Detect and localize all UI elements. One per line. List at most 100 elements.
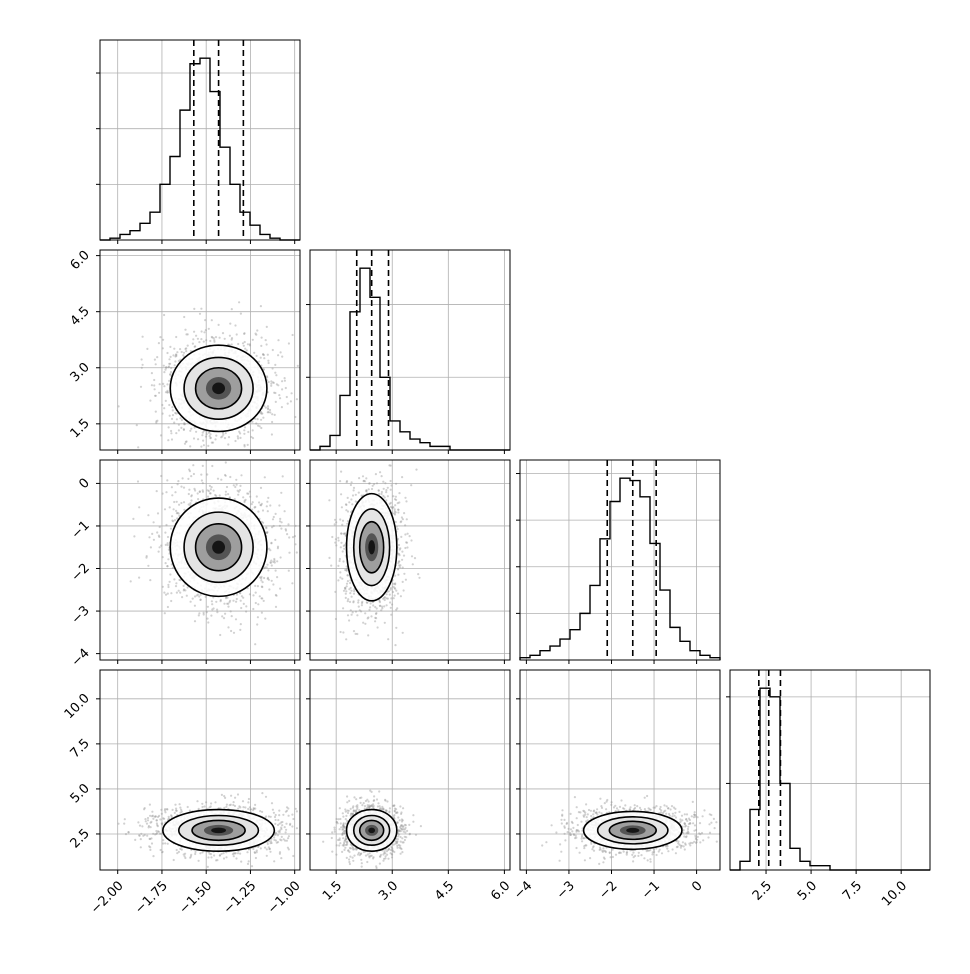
scatter-point — [176, 592, 178, 594]
scatter-point — [396, 526, 398, 528]
scatter-point — [168, 380, 170, 382]
scatter-point — [160, 475, 162, 477]
scatter-point — [215, 336, 217, 338]
scatter-point — [194, 620, 196, 622]
scatter-point — [381, 493, 383, 495]
scatter-point — [272, 349, 274, 351]
scatter-point — [241, 595, 243, 597]
scatter-point — [185, 441, 187, 443]
scatter-point — [347, 580, 349, 582]
scatter-point — [147, 514, 149, 516]
scatter-point — [395, 590, 397, 592]
scatter-point — [382, 481, 384, 483]
scatter-point — [342, 550, 344, 552]
scatter-point — [147, 565, 149, 567]
scatter-point — [229, 335, 231, 337]
scatter-point — [346, 583, 348, 585]
scatter-point — [190, 499, 192, 501]
scatter-point — [385, 491, 387, 493]
scatter-point — [390, 587, 392, 589]
scatter-point — [205, 339, 207, 341]
scatter-point — [197, 492, 199, 494]
scatter-point — [202, 465, 204, 467]
scatter-point — [163, 592, 165, 594]
scatter-point — [229, 496, 231, 498]
scatter-point — [292, 536, 294, 538]
scatter-point — [224, 474, 226, 476]
scatter-point — [189, 445, 191, 447]
scatter-point — [176, 351, 178, 353]
scatter-point — [234, 440, 236, 442]
scatter-point — [225, 494, 227, 496]
scatter-point — [260, 345, 262, 347]
scatter-point — [370, 602, 372, 604]
scatter-point — [262, 581, 264, 583]
scatter-point — [216, 609, 218, 611]
scatter-point — [371, 488, 373, 490]
scatter-point — [164, 612, 166, 614]
scatter-point — [414, 557, 416, 559]
scatter-point — [353, 600, 355, 602]
scatter-point — [285, 811, 287, 813]
scatter-point — [383, 488, 385, 490]
scatter-point — [232, 853, 234, 855]
scatter-point — [351, 614, 353, 616]
scatter-point — [348, 501, 350, 503]
scatter-point — [198, 614, 200, 616]
scatter-point — [276, 560, 278, 562]
scatter-point — [285, 387, 287, 389]
scatter-point — [192, 464, 194, 466]
scatter-point — [142, 364, 144, 366]
scatter-point — [288, 570, 290, 572]
scatter-point — [362, 622, 364, 624]
scatter-point — [244, 445, 246, 447]
scatter-point — [243, 433, 245, 435]
scatter-point — [183, 487, 185, 489]
scatter-point — [244, 426, 246, 428]
scatter-point — [406, 518, 408, 520]
scatter-point — [158, 551, 160, 553]
scatter-point — [274, 539, 276, 541]
scatter-point — [146, 823, 148, 825]
scatter-point — [347, 600, 349, 602]
scatter-point — [387, 638, 389, 640]
scatter-point — [264, 476, 266, 478]
scatter-point — [392, 586, 394, 588]
scatter-point — [169, 506, 171, 508]
scatter-point — [391, 603, 393, 605]
scatter-point — [281, 406, 283, 408]
scatter-point — [394, 644, 396, 646]
scatter-point — [397, 509, 399, 511]
scatter-point — [365, 489, 367, 491]
scatter-point — [124, 818, 126, 820]
scatter-point — [203, 444, 205, 446]
scatter-point — [165, 366, 167, 368]
scatter-point — [267, 408, 269, 410]
scatter-point — [277, 834, 279, 836]
scatter-point — [289, 824, 291, 826]
scatter-point — [209, 433, 211, 435]
scatter-point — [340, 631, 342, 633]
scatter-point — [197, 438, 199, 440]
scatter-point — [209, 435, 211, 437]
scatter-point — [297, 365, 299, 367]
scatter-point — [256, 623, 258, 625]
scatter-point — [276, 576, 278, 578]
scatter-point — [358, 606, 360, 608]
scatter-point — [169, 346, 171, 348]
scatter-point — [193, 331, 195, 333]
scatter-point — [169, 581, 171, 583]
scatter-point — [139, 825, 141, 827]
scatter-point — [223, 857, 225, 859]
scatter-point — [167, 544, 169, 546]
scatter-point — [156, 531, 158, 533]
scatter-point — [267, 569, 269, 571]
scatter-point — [177, 483, 179, 485]
scatter-point — [291, 582, 293, 584]
scatter-point — [257, 585, 259, 587]
scatter-point — [277, 841, 279, 843]
scatter-point — [170, 430, 172, 432]
scatter-point — [255, 602, 257, 604]
scatter-point — [259, 425, 261, 427]
scatter-point — [390, 597, 392, 599]
